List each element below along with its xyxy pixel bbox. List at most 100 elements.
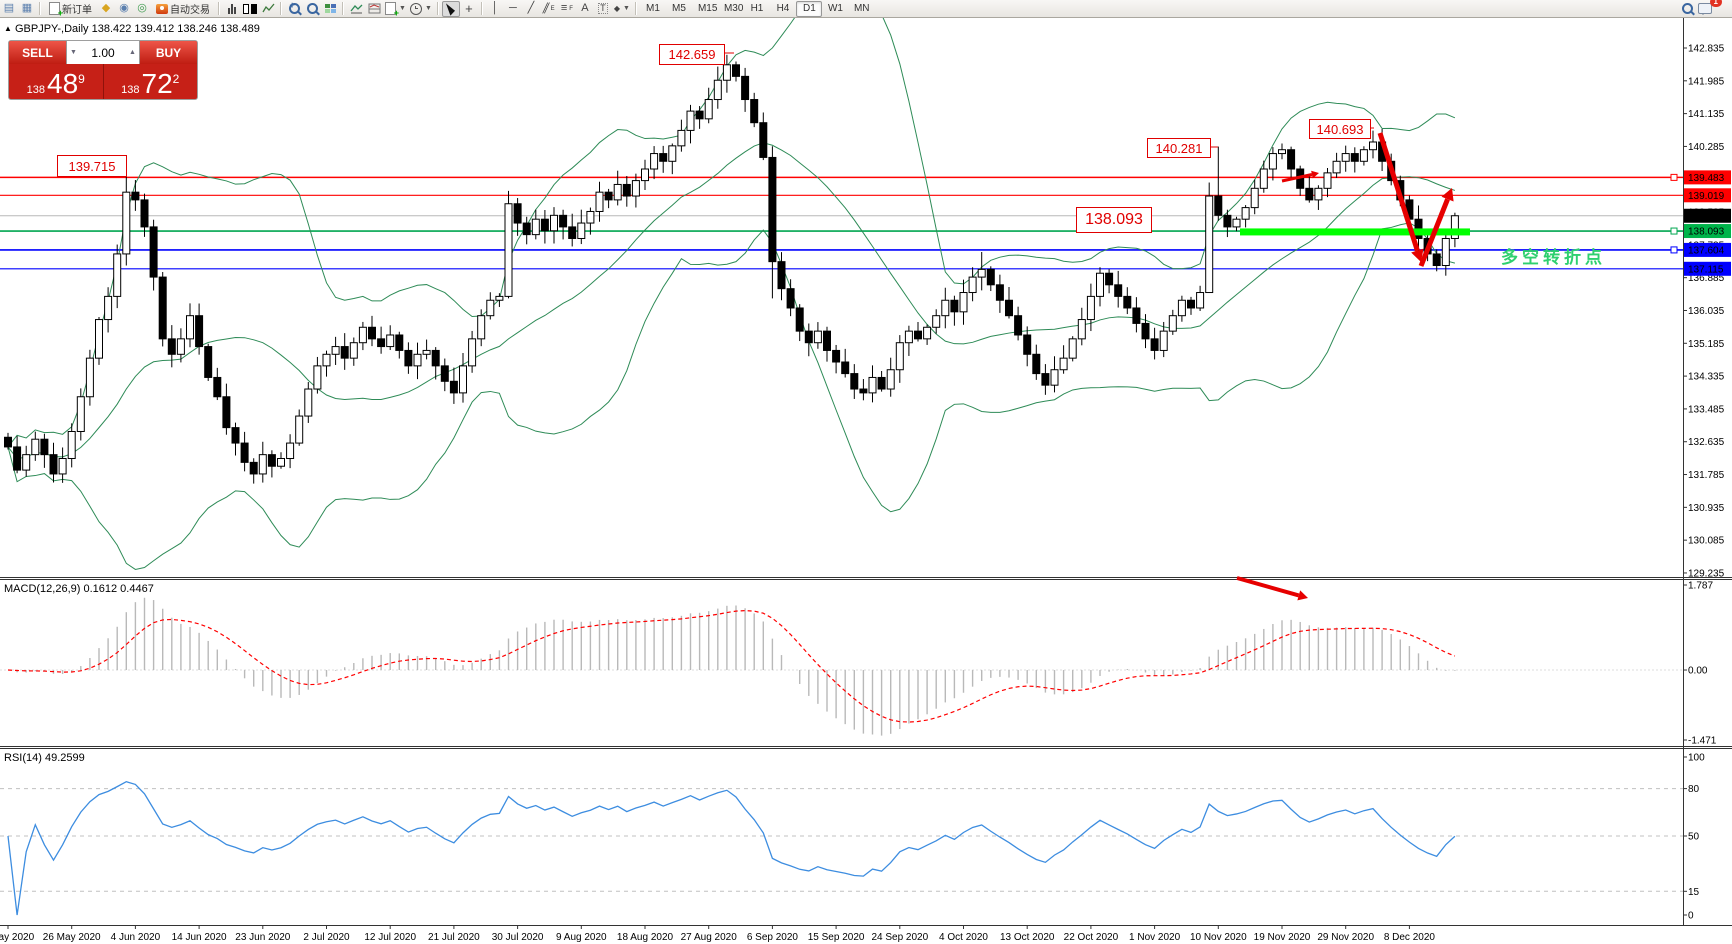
candle	[1096, 272, 1104, 297]
timeframe-M1[interactable]: M1	[640, 1, 666, 17]
price-tick-label: 131.785	[1688, 470, 1725, 481]
candle	[413, 353, 422, 367]
date-tick-label: 12 Jul 2020	[364, 932, 416, 943]
price-callout-label[interactable]: 140.693	[1309, 119, 1371, 139]
zoom-out-icon[interactable]: -	[303, 0, 321, 17]
notifications-icon[interactable]	[1696, 1, 1714, 17]
text-tool[interactable]: A	[576, 1, 594, 17]
price-badge	[1684, 170, 1731, 185]
lot-decrease-icon[interactable]: ▼	[70, 49, 77, 56]
sell-price-display[interactable]: 138 48 9	[9, 64, 104, 99]
candle	[267, 454, 276, 467]
bar-chart-icon[interactable]	[223, 1, 241, 17]
timeframe-M30[interactable]: M30	[718, 1, 744, 17]
vertical-line-tool[interactable]: │	[486, 1, 504, 17]
candle	[886, 369, 895, 390]
price-callout-label[interactable]: 139.715	[57, 155, 127, 177]
candle	[932, 315, 941, 328]
period-clock-icon[interactable]: ▼	[408, 1, 434, 17]
candle	[22, 454, 31, 471]
price-badges: 139.483 139.019 138.489 138.093 137.604 137.1…	[1684, 170, 1731, 276]
candle	[777, 261, 786, 290]
candle	[695, 110, 704, 120]
zoom-in-icon[interactable]: +	[285, 0, 303, 17]
candle-chart-icon[interactable]	[241, 1, 259, 17]
line-chart-icon[interactable]	[259, 1, 277, 17]
timeframe-MN[interactable]: MN	[848, 1, 874, 17]
search-icon[interactable]	[1678, 1, 1696, 17]
candle	[477, 315, 486, 340]
sell-button[interactable]: SELL	[9, 41, 66, 64]
candle	[331, 346, 340, 355]
cursor-tool[interactable]	[441, 0, 460, 17]
notification-badge[interactable]: 1	[1709, 0, 1722, 7]
candle	[1205, 195, 1214, 294]
candle	[1196, 292, 1205, 309]
price-badge-value: 137.604	[1688, 245, 1725, 256]
crosshair-tool[interactable]: +	[460, 1, 478, 17]
candle	[1450, 215, 1459, 239]
timeframe-M5[interactable]: M5	[666, 1, 692, 17]
timeframe-M15[interactable]: M15	[692, 1, 718, 17]
candle	[613, 183, 622, 201]
autotrading-button[interactable]: 自动交易	[151, 1, 215, 17]
candle	[1287, 149, 1296, 170]
gold-chart-icon[interactable]: ◆	[97, 1, 115, 17]
rsi-axis-label: 15	[1688, 887, 1700, 898]
rsi-label: RSI(14) 49.2599	[4, 752, 85, 764]
add-object-icon[interactable]: + ▼	[383, 1, 408, 18]
candle	[167, 338, 176, 355]
date-tick-label: 2 Jul 2020	[303, 932, 350, 943]
fibonacci-tool[interactable]: ≡ F	[558, 1, 576, 17]
trendline-tool[interactable]: ╱	[522, 1, 540, 17]
tile-windows-icon[interactable]	[321, 1, 339, 17]
arrows-tool[interactable]: ◆ ▼	[612, 1, 632, 17]
new-order-button[interactable]: + 新订单	[44, 1, 97, 18]
candle	[713, 79, 722, 101]
lot-size-value[interactable]: 1.00	[91, 45, 115, 60]
candle	[768, 156, 777, 263]
buy-button[interactable]: BUY	[140, 41, 197, 64]
level-lines	[0, 173, 1683, 270]
candle	[1341, 153, 1350, 162]
timeframe-D1[interactable]: D1	[795, 0, 822, 17]
candle	[522, 222, 531, 236]
candle	[877, 376, 886, 390]
price-callout-label[interactable]: 140.281	[1147, 138, 1211, 158]
price-tick-label: 136.035	[1688, 306, 1725, 317]
charts-window-icon[interactable]: ▤	[0, 1, 18, 17]
timeframe-H1[interactable]: H1	[744, 1, 770, 17]
candle	[704, 99, 713, 120]
price-callout-label[interactable]: 138.093	[1076, 207, 1152, 233]
indicators-icon[interactable]	[347, 1, 365, 17]
channel-tool[interactable]: ∥ E	[540, 1, 558, 17]
candle	[249, 461, 258, 475]
timeframe-W1[interactable]: W1	[822, 1, 848, 17]
candle	[1232, 218, 1241, 228]
price-tick-label: 134.335	[1688, 372, 1725, 383]
horizontal-line-tool[interactable]: ─	[504, 1, 522, 17]
date-tick-label: 10 Nov 2020	[1190, 932, 1247, 943]
candle	[340, 346, 349, 359]
lot-increase-icon[interactable]: ▲	[129, 49, 136, 56]
symbol-expander-icon[interactable]: ▲	[4, 24, 12, 33]
candle	[750, 99, 759, 124]
timeframe-H4[interactable]: H4	[770, 1, 796, 17]
buy-price-display[interactable]: 138 72 2	[121, 68, 180, 99]
symbol-name: GBPJPY-,Daily	[14, 23, 89, 35]
annotation-text[interactable]: 多空转折点	[1501, 248, 1606, 267]
market-icon[interactable]: ◎	[133, 1, 151, 17]
profiles-icon[interactable]: ▦	[18, 1, 36, 17]
candle	[722, 64, 731, 81]
date-tick-label: 26 May 2020	[43, 932, 101, 943]
price-callout-label[interactable]: 142.659	[659, 44, 725, 65]
macd-axis-label: 0.00	[1688, 666, 1708, 677]
candle	[422, 349, 431, 355]
candle	[513, 203, 522, 224]
community-icon[interactable]: ◉	[115, 1, 133, 17]
candle	[1314, 187, 1323, 201]
indicator-window-icon[interactable]	[365, 1, 383, 17]
text-label-tool[interactable]: T	[594, 1, 612, 17]
